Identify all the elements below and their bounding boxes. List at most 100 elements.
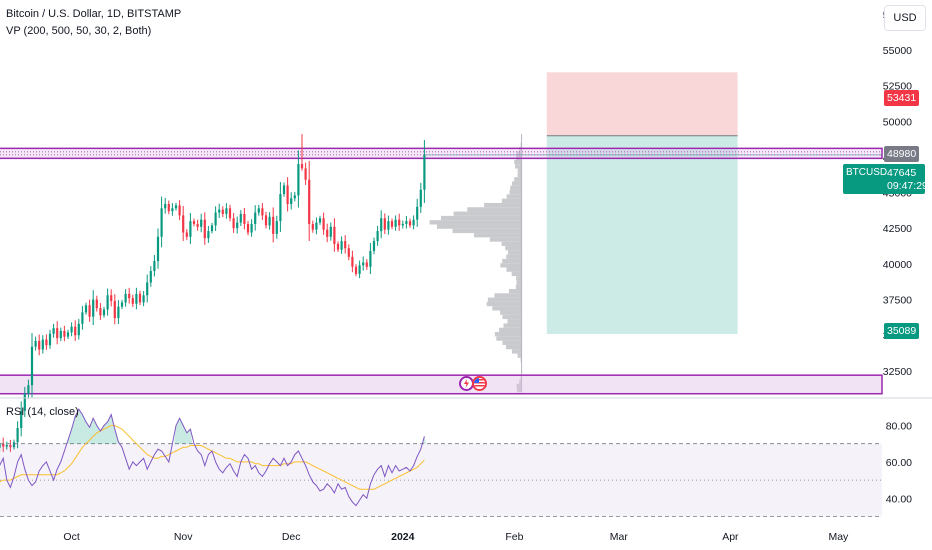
rsi-ma-line — [0, 425, 425, 490]
candle-body — [246, 223, 250, 233]
volume-profile-bar — [484, 202, 522, 208]
candle-body — [221, 209, 224, 214]
volume-profile-bar — [502, 340, 522, 345]
support-zone[interactable] — [0, 374, 883, 395]
candle-body — [2, 443, 5, 447]
candle-body — [362, 262, 365, 266]
candle-body — [243, 213, 246, 224]
candle-body — [88, 305, 91, 317]
time-axis[interactable]: OctNovDec2024FebMarAprMayJun — [63, 531, 932, 543]
candle-body — [74, 326, 77, 336]
volume-profile-bar — [507, 319, 522, 324]
candle-body — [365, 262, 368, 267]
position-target-zone[interactable] — [546, 135, 738, 334]
rsi-label[interactable]: RSI (14, close) — [6, 406, 79, 418]
resistance-zone[interactable] — [0, 147, 883, 160]
candle-body — [113, 300, 116, 319]
time-tick-label: Mar — [610, 531, 629, 543]
volume-profile-bar — [487, 297, 522, 302]
candle-body — [48, 333, 52, 346]
candle-body — [405, 221, 408, 224]
candle-body — [160, 208, 163, 237]
candle-body — [5, 445, 8, 447]
candle-body — [268, 216, 271, 226]
resistance-zone-midlines — [0, 151, 882, 156]
volume-profile-bar — [508, 289, 522, 294]
volume-profile-bar — [496, 336, 522, 341]
currency-button[interactable]: USD — [884, 5, 926, 31]
volume-profile-bar — [511, 271, 522, 277]
volume-profile-bar — [511, 181, 522, 186]
us-flag-icon[interactable] — [472, 376, 487, 391]
candle-body — [66, 332, 70, 337]
volume-profile-bar — [511, 349, 522, 354]
rsi-band-lines — [0, 443, 882, 517]
volume-profile-bar — [501, 241, 522, 246]
time-tick-label: May — [828, 531, 849, 543]
candle-body — [358, 265, 361, 274]
candle-body — [81, 312, 84, 324]
candle-body — [110, 295, 113, 301]
candle-body — [174, 205, 178, 209]
candle-body — [376, 231, 379, 242]
candlestick-series — [0, 134, 426, 452]
stop-price-tag: 53431 — [884, 90, 920, 106]
candle-body — [102, 309, 106, 316]
volume-profile-bar — [429, 220, 522, 225]
price-tick-label: 32500 — [883, 366, 912, 378]
candle-body — [387, 221, 390, 230]
volume-profile-bar — [516, 151, 522, 156]
candle-body — [30, 346, 34, 386]
position-stop-zone[interactable] — [546, 72, 738, 136]
volume-profile-bar — [506, 194, 522, 199]
candle-body — [318, 218, 322, 223]
candle-body — [257, 208, 260, 213]
price-tick-label: 50000 — [883, 116, 912, 128]
volume-profile-bar — [494, 293, 522, 298]
time-tick-label: 2024 — [391, 531, 415, 543]
volume-profile-bar — [507, 250, 522, 255]
candle-body — [326, 229, 329, 237]
volume-profile-bar — [502, 314, 522, 320]
rsi-panel[interactable]: 40.00 60.00 80.00 — [0, 408, 912, 517]
candle-body — [293, 195, 296, 199]
candle-body — [182, 215, 185, 233]
rsi-overbought-fill — [66, 409, 427, 444]
candle-body — [329, 226, 332, 237]
candle-body — [178, 205, 181, 216]
candle-body — [131, 298, 134, 304]
price-tick-label: 42500 — [883, 223, 912, 235]
candle-body — [41, 339, 44, 350]
volume-profile-bar — [515, 164, 522, 169]
candle-body — [322, 218, 325, 230]
candle-body — [156, 236, 160, 262]
last-price-tag: BTCUSD 47645 09:47:29 — [843, 164, 928, 194]
candle-body — [297, 164, 300, 196]
time-tick-label: Oct — [63, 531, 79, 543]
candle-body — [369, 251, 372, 267]
volume-profile-bar — [517, 353, 522, 358]
candle-body — [142, 295, 145, 303]
volume-profile-bar — [494, 332, 522, 337]
candle-body — [23, 393, 26, 411]
volume-profile-bar — [516, 387, 522, 393]
candle-body — [290, 198, 293, 204]
candle-body — [344, 241, 347, 249]
indicator-label[interactable]: VP (200, 500, 50, 30, 2, Both) — [6, 25, 152, 37]
candle-body — [189, 221, 192, 237]
volume-profile-bar — [489, 237, 522, 242]
rsi-line — [0, 408, 425, 507]
rsi-axis[interactable]: 40.00 60.00 80.00 — [886, 420, 912, 505]
volume-profile-bar — [486, 301, 522, 307]
price-panel[interactable]: 3250035000375004000042500450004750050000… — [0, 9, 912, 457]
candle-body — [250, 223, 253, 233]
candle-body — [203, 219, 206, 239]
candle-body — [77, 323, 80, 336]
candle-body — [239, 213, 242, 223]
candle-body — [279, 194, 282, 222]
candle-body — [210, 225, 214, 232]
candle-body — [416, 206, 419, 220]
candle-body — [232, 218, 235, 229]
volume-profile-bar — [502, 258, 522, 264]
